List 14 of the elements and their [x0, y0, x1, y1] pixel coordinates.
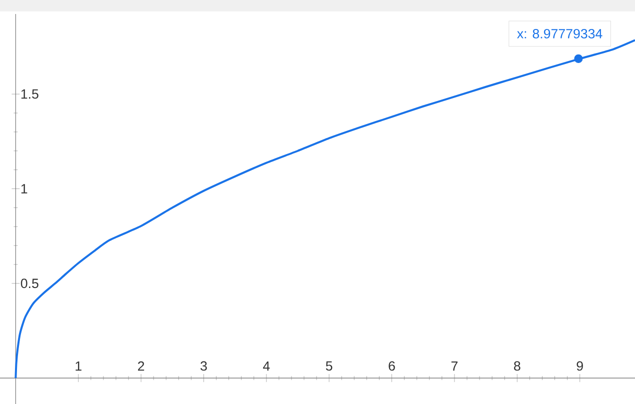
y-tick-label: 1	[21, 184, 28, 194]
x-tick-label: 8	[514, 361, 520, 371]
x-tick-label: 4	[263, 362, 270, 371]
x-tick-label: 6	[388, 361, 395, 371]
x-tick-label: 3	[200, 361, 207, 371]
annotation: x: 8.97779334	[517, 28, 602, 38]
y-tick-label: 0.5	[20, 278, 38, 288]
x-tick-label: 1	[76, 362, 82, 371]
line-series	[14, 39, 635, 380]
y-tick-label: 1.5	[21, 89, 38, 99]
x-tick-label: 9	[576, 361, 583, 371]
x-tick-label: 2	[138, 361, 144, 371]
x-tick-label: 7	[451, 362, 458, 371]
x-tick-label: 5	[326, 361, 332, 371]
